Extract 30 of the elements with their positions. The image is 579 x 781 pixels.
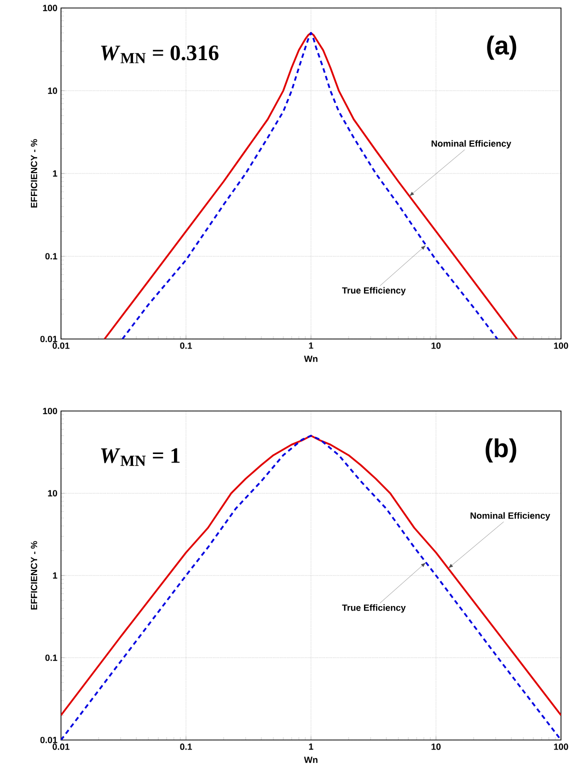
annotation: (a) [487, 36, 516, 60]
x-tick-label: 10 [432, 744, 441, 750]
annotation: True Efficiency [342, 287, 406, 296]
y-tick-label: 0.01 [40, 736, 58, 744]
y-tick-label: 0.1 [45, 654, 58, 661]
x-tick-label: 1 [309, 744, 314, 750]
y-tick-label: 0.01 [40, 336, 58, 342]
x-axis-title: Wn [304, 756, 318, 763]
y-tick-label: 0.1 [45, 253, 58, 260]
annotation: Nominal Efficiency [470, 512, 550, 521]
y-tick-label: 100 [43, 408, 58, 414]
x-tick-label: 100 [554, 744, 568, 750]
annotation: True Efficiency [342, 604, 406, 613]
x-tick-label: 100 [554, 342, 568, 349]
x-tick-label: 1 [309, 342, 314, 349]
y-tick-label: 1 [53, 572, 58, 579]
annotation: (b) [486, 438, 516, 463]
y-tick-label: 10 [48, 490, 58, 496]
y-tick-label: 10 [48, 88, 58, 94]
y-tick-label: 100 [43, 4, 58, 12]
annotation: Nominal Efficiency [432, 140, 512, 148]
annotation: W$_{MN}$ = 1 [101, 448, 180, 466]
x-tick-label: 10 [432, 342, 441, 349]
x-axis-title: Wn [304, 356, 318, 362]
y-tick-label: 1 [53, 170, 58, 177]
y-axis-title: EFFICIENCY - % [30, 541, 38, 610]
y-axis-title: EFFICIENCY - % [30, 139, 38, 208]
x-tick-label: 0.1 [180, 342, 192, 349]
x-tick-label: 0.1 [180, 744, 192, 750]
annotation: W$_{MN}$ = 0.316 [101, 45, 218, 64]
